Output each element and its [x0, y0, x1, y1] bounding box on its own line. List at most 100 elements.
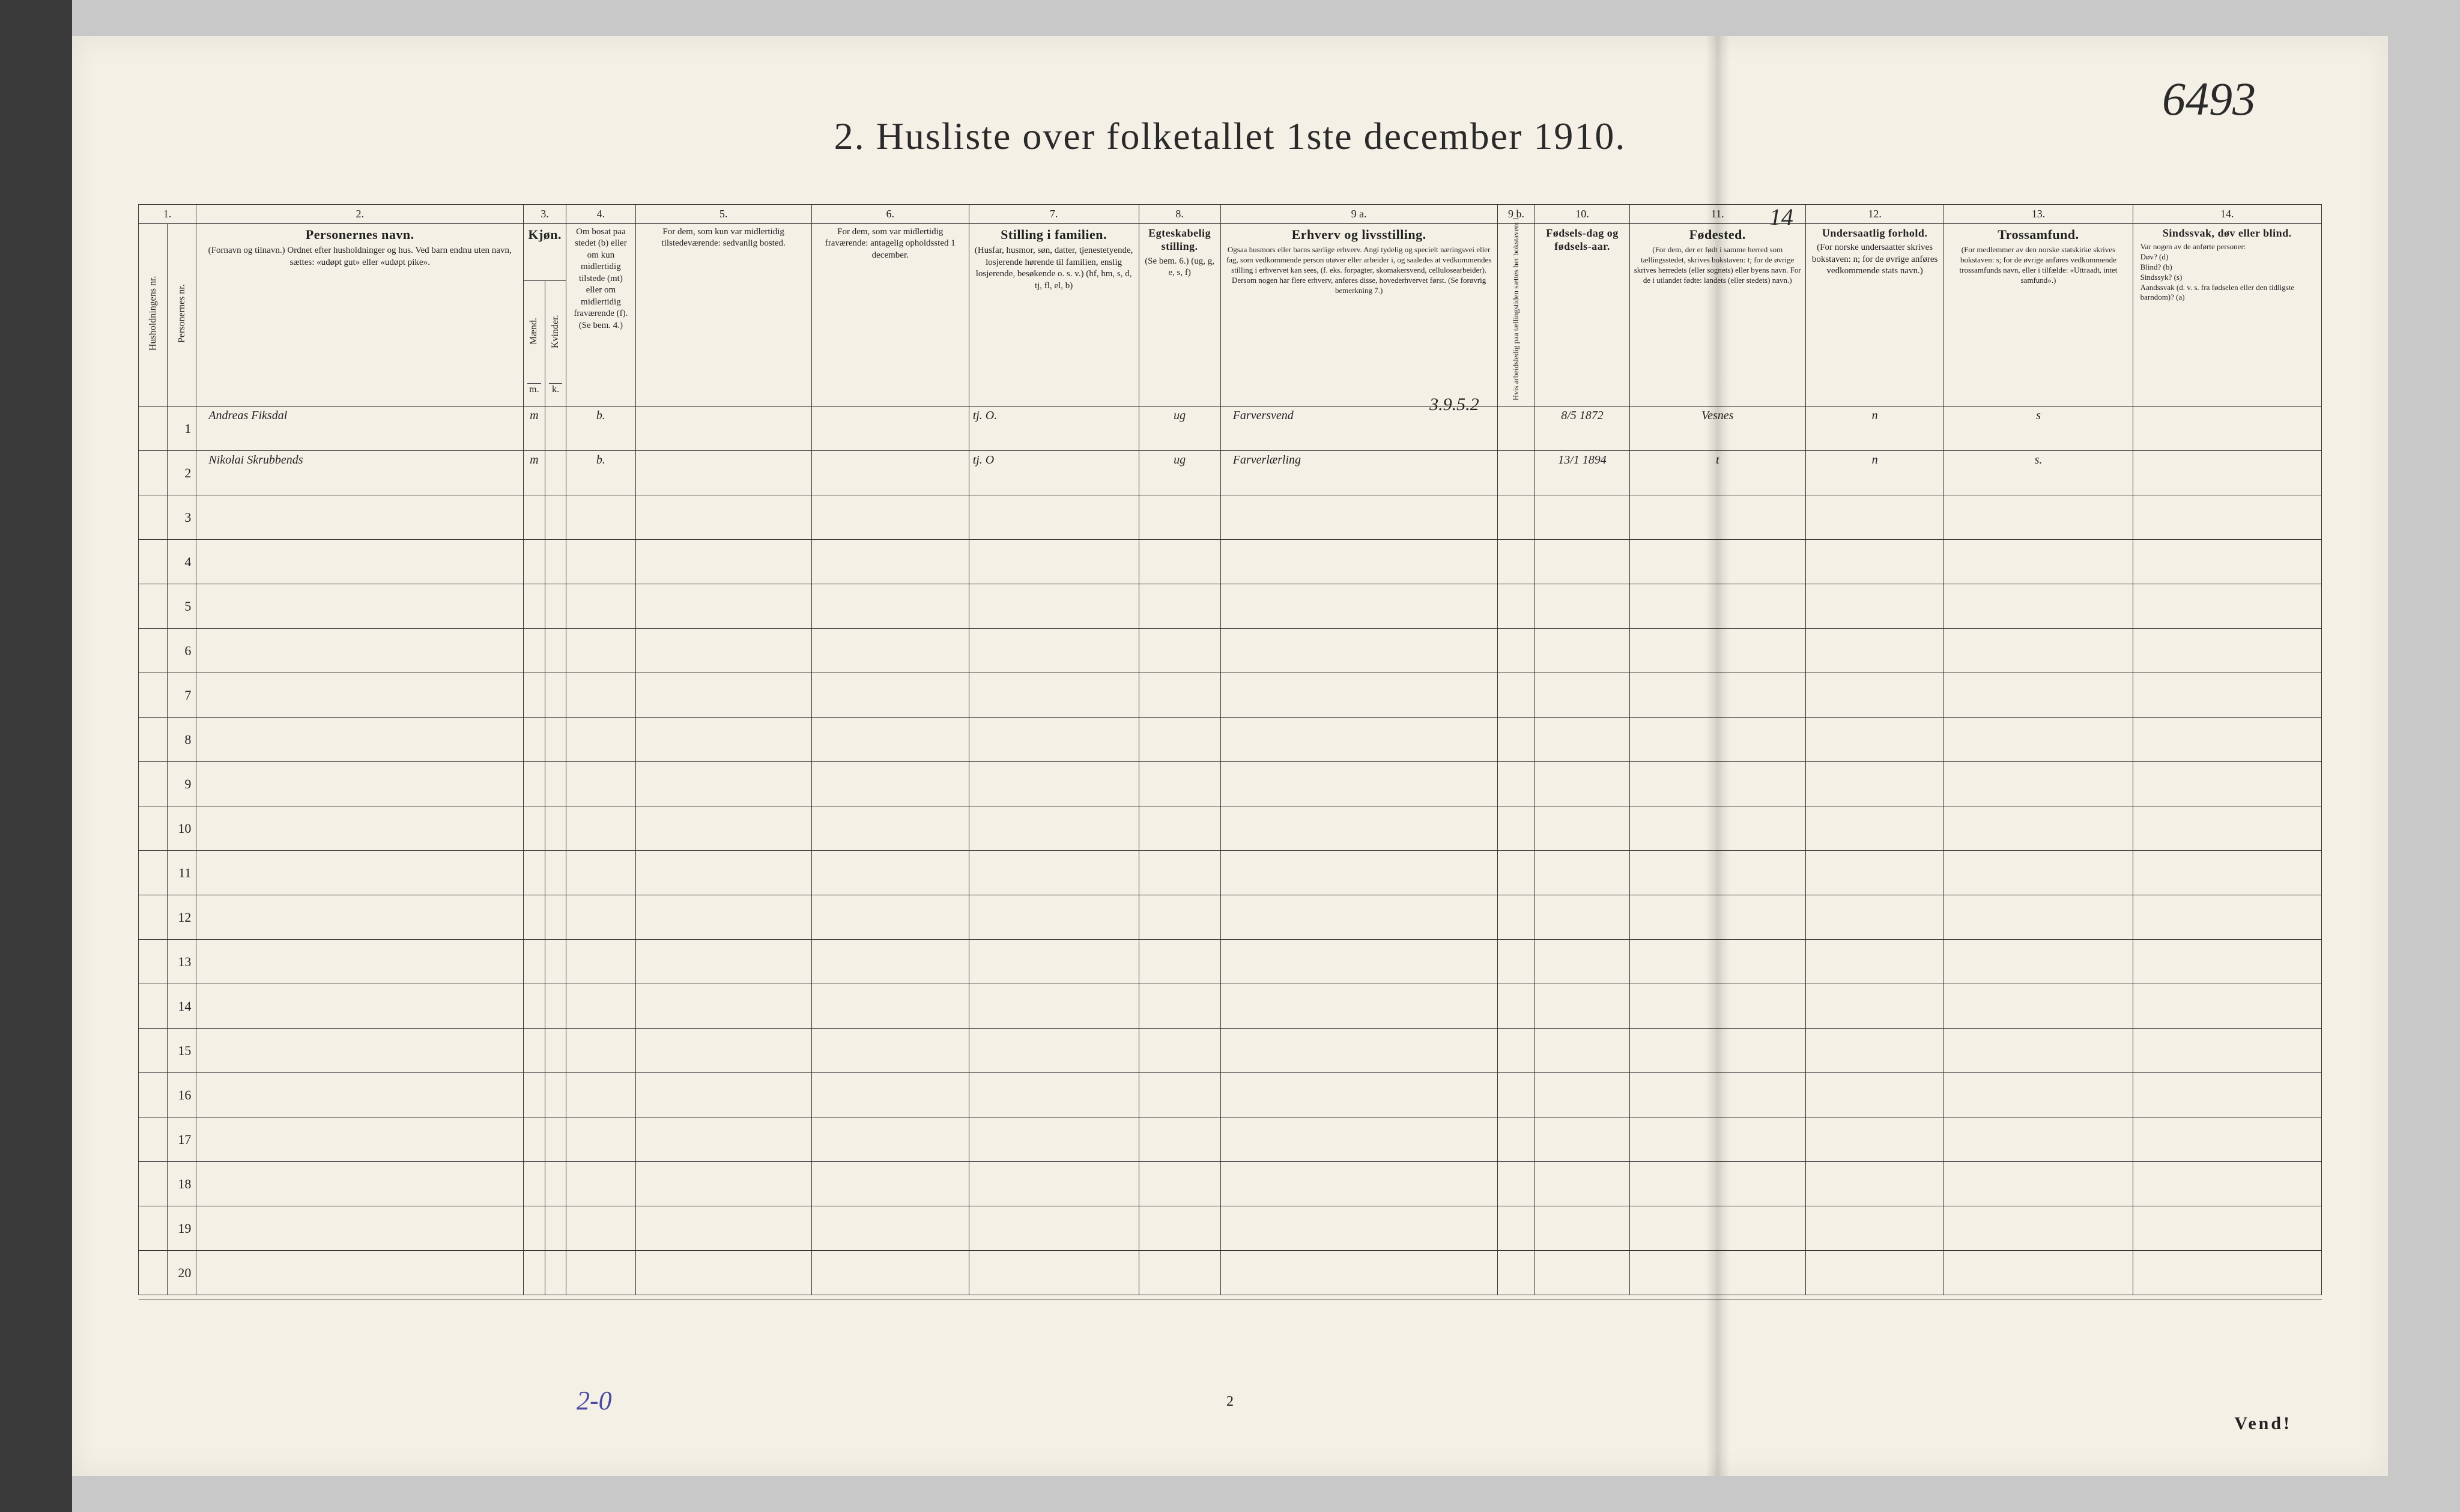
table-cell [1497, 806, 1535, 851]
table-cell [811, 1162, 969, 1206]
table-cell [811, 1073, 969, 1117]
table-cell: 3.9.5.2Farversvend [1220, 407, 1497, 451]
table-cell [545, 895, 566, 940]
header-col10: Fødsels-dag og fødsels-aar. [1535, 223, 1629, 407]
table-cell [1805, 1117, 1943, 1162]
header-col9a-title: Erhverv og livsstilling. [1225, 226, 1494, 243]
table-cell: 5 [168, 584, 196, 629]
table-cell [1139, 1117, 1220, 1162]
table-cell [1497, 629, 1535, 673]
table-row: 13 [139, 940, 2322, 984]
table-cell [139, 629, 168, 673]
table-cell [524, 673, 545, 718]
table-cell [1805, 851, 1943, 895]
header-col12-title: Undersaatlig forhold. [1810, 226, 1940, 240]
census-table: 1. 2. 3. 4. 5. 6. 7. 8. 9 a. 9 b. 10. 11… [138, 204, 2322, 1299]
table-cell [196, 806, 524, 851]
table-cell [969, 718, 1139, 762]
colnum-4: 4. [566, 205, 635, 224]
table-cell [139, 1251, 168, 1295]
table-cell [524, 1029, 545, 1073]
table-cell: 12 [168, 895, 196, 940]
table-cell [1535, 495, 1629, 540]
table-cell: b. [566, 451, 635, 495]
table-cell [811, 629, 969, 673]
table-cell [1805, 584, 1943, 629]
table-cell [524, 584, 545, 629]
header-col4-text: Om bosat paa stedet (b) eller om kun mid… [570, 226, 631, 332]
header-col10-title: Fødsels-dag og fødsels-aar. [1539, 226, 1625, 253]
table-cell [1535, 540, 1629, 584]
table-cell [1497, 1117, 1535, 1162]
page-title: 2. Husliste over folketallet 1ste decemb… [72, 114, 2388, 159]
header-col11-sub: (For dem, der er født i samme herred som… [1634, 245, 1802, 286]
table-cell [635, 1073, 811, 1117]
table-cell [139, 984, 168, 1029]
table-cell [1220, 1029, 1497, 1073]
table-cell [1497, 1073, 1535, 1117]
table-cell [635, 1206, 811, 1251]
table-cell: 16 [168, 1073, 196, 1117]
table-cell [1944, 895, 2133, 940]
table-cell [566, 806, 635, 851]
table-cell [139, 1117, 168, 1162]
header-person-nr: Personernes nr. [168, 223, 196, 407]
table-row: 15 [139, 1029, 2322, 1073]
header-col5: For dem, som kun var midlertidig tilsted… [635, 223, 811, 407]
table-cell: Vesnes [1629, 407, 1805, 451]
header-sex: Kjøn. [524, 223, 566, 281]
header-col14-title: Sindssvak, døv eller blind. [2137, 226, 2318, 240]
table-cell [196, 895, 524, 940]
table-cell: n [1805, 407, 1943, 451]
table-cell [1497, 1162, 1535, 1206]
table-cell [969, 984, 1139, 1029]
table-cell [1497, 673, 1535, 718]
table-cell [1629, 495, 1805, 540]
table-cell: 6 [168, 629, 196, 673]
table-cell [2133, 629, 2321, 673]
table-cell [1944, 718, 2133, 762]
table-cell [2133, 1073, 2321, 1117]
table-body: 1Andreas Fiksdalmb.tj. O.ug3.9.5.2Farver… [139, 407, 2322, 1295]
table-cell [811, 407, 969, 451]
table-cell [196, 1251, 524, 1295]
table-cell [545, 584, 566, 629]
table-cell [196, 1162, 524, 1206]
table-cell [1220, 1162, 1497, 1206]
table-cell [566, 673, 635, 718]
table-cell [635, 762, 811, 806]
table-cell [196, 495, 524, 540]
header-col8-sub: (Se bem. 6.) (ug, g, e, s, f) [1143, 256, 1217, 279]
table-cell [969, 1117, 1139, 1162]
table-cell [1497, 1206, 1535, 1251]
table-cell: 18 [168, 1162, 196, 1206]
table-cell [1629, 984, 1805, 1029]
table-cell [811, 762, 969, 806]
table-cell [524, 762, 545, 806]
table-cell: 13/1 1894 [1535, 451, 1629, 495]
header-row-main: Husholdningens nr. Personernes nr. Perso… [139, 223, 2322, 281]
table-cell [1535, 1162, 1629, 1206]
table-cell [1497, 718, 1535, 762]
header-col6: For dem, som var midlertidig fraværende:… [811, 223, 969, 407]
table-cell [635, 1251, 811, 1295]
table-cell [1944, 673, 2133, 718]
table-cell [1139, 584, 1220, 629]
table-cell [524, 1162, 545, 1206]
table-cell [1497, 984, 1535, 1029]
table-cell [1944, 851, 2133, 895]
table-cell [566, 495, 635, 540]
table-cell [524, 495, 545, 540]
table-cell [545, 673, 566, 718]
header-sex-m: Mænd. m. [524, 281, 545, 407]
table-cell [1139, 629, 1220, 673]
table-cell [1805, 806, 1943, 851]
table-cell [1629, 673, 1805, 718]
table-cell [1220, 806, 1497, 851]
table-cell [1139, 806, 1220, 851]
table-cell: b. [566, 407, 635, 451]
table-cell [1220, 895, 1497, 940]
header-sex-k-label: Kvinder. [550, 283, 562, 380]
table-row: 14 [139, 984, 2322, 1029]
table-row: 12 [139, 895, 2322, 940]
